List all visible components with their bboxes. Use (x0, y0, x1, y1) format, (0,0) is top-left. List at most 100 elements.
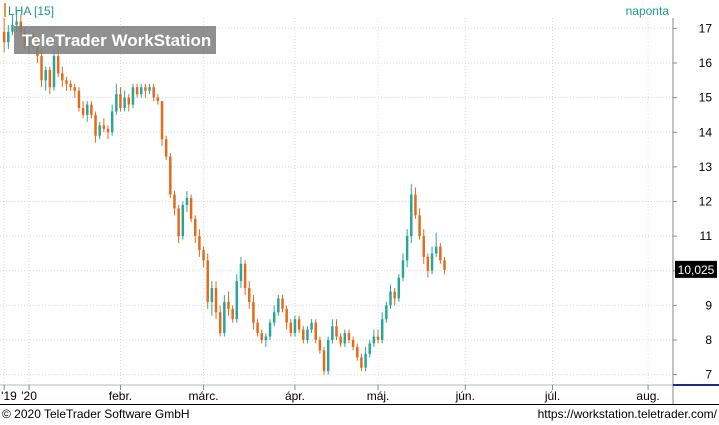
candle-body-down (61, 73, 64, 81)
candle-body-up (434, 246, 438, 254)
candle-body-down (339, 336, 342, 344)
candle-body-down (69, 83, 72, 88)
candle-body-down (422, 236, 425, 257)
candle-body-down (376, 336, 380, 340)
candle-body-down (106, 128, 110, 133)
candle-body-down (281, 298, 284, 309)
candle-body-down (214, 288, 218, 313)
x-tick-label: márc. (189, 389, 219, 403)
candle-body-down (285, 308, 288, 323)
candle-body-up (389, 291, 392, 306)
candle-body-down (260, 333, 263, 340)
candle-body-up (181, 204, 185, 237)
candle-body-down (351, 339, 355, 347)
candlestick-series (2, 11, 446, 375)
y-axis: 7891011121314151617 (673, 21, 713, 382)
candle-body-up (223, 301, 226, 334)
candle-body-down (2, 31, 6, 43)
candle-body-up (397, 277, 401, 299)
candle-body-down (231, 308, 234, 320)
candle-body-down (152, 87, 155, 98)
candle-body-down (127, 97, 131, 105)
candle-body-down (177, 208, 180, 237)
period-label[interactable]: naponta (626, 4, 670, 18)
candle-body-down (48, 69, 52, 88)
candle-body-down (73, 87, 77, 91)
footer-separator (0, 404, 719, 405)
symbol-label[interactable]: LHA [15] (8, 4, 54, 18)
candle-body-up (306, 329, 309, 340)
candle-body-up (326, 339, 330, 372)
candle-body-down (90, 104, 93, 115)
x-tick-label: '20 (21, 389, 37, 403)
candle-body-up (430, 253, 434, 271)
candle-body-up (364, 353, 367, 368)
candle-body-down (189, 198, 193, 219)
candle-body-up (293, 319, 297, 334)
gridlines (0, 18, 673, 385)
candle-body-up (405, 236, 409, 261)
x-tick-label: febr. (109, 389, 132, 403)
candle-body-down (393, 291, 396, 299)
candle-body-down (169, 156, 172, 195)
candle-body-down (302, 329, 305, 340)
candle-body-down (160, 101, 164, 140)
candle-body-up (368, 343, 371, 354)
candle-body-up (272, 312, 276, 323)
x-tick-label: júl. (544, 389, 560, 403)
last-price-badge: 10,025 (675, 260, 717, 278)
candle-body-up (110, 111, 114, 133)
candle-body-down (40, 56, 43, 81)
last-price-box (675, 260, 717, 278)
x-tick-label: jún. (455, 389, 475, 403)
candle-body-up (277, 298, 280, 313)
candle-body-down (56, 56, 60, 74)
x-axis: '19 '20 febr. márc. ápr. máj. jún. júl. aug. (1, 385, 660, 403)
candle-body-down (243, 263, 247, 289)
candle-body-up (148, 87, 151, 91)
candle-body-up (11, 24, 14, 32)
last-price-text: 10,025 (678, 263, 715, 277)
candle-body-down (318, 339, 322, 351)
candle-body-down (202, 249, 205, 261)
candle-body-down (206, 260, 209, 302)
candle-body-up (385, 305, 388, 320)
candle-body-up (264, 336, 268, 340)
candle-body-up (268, 322, 272, 337)
candle-body-down (102, 125, 106, 129)
candle-body-up (98, 125, 101, 136)
candle-body-down (135, 87, 139, 95)
candle-body-down (77, 90, 81, 109)
candle-body-down (94, 114, 97, 136)
candle-body-up (401, 260, 405, 278)
candle-body-up (115, 94, 118, 112)
candle-body-down (81, 108, 85, 115)
candle-body-down (356, 346, 359, 358)
y-tick-label: 17 (699, 21, 713, 35)
candle-body-up (15, 21, 18, 25)
candle-body-down (297, 319, 301, 330)
candle-body-down (314, 322, 317, 340)
candle-body-down (443, 260, 446, 270)
candle-body-up (131, 87, 135, 105)
candle-body-down (418, 215, 421, 237)
candle-body-down (360, 357, 363, 368)
candle-body-down (414, 194, 417, 216)
candle-body-down (198, 236, 201, 250)
candle-body-down (322, 350, 326, 372)
candle-body-down (252, 301, 255, 323)
candle-body-down (194, 218, 197, 237)
source-url[interactable]: https://workstation.teletrader.com/ (537, 407, 717, 421)
x-tick-label: máj. (367, 389, 390, 403)
candle-body-up (343, 333, 347, 344)
candle-body-down (289, 322, 293, 334)
y-tick-label: 7 (705, 368, 712, 382)
x-tick-label: aug. (636, 389, 659, 403)
x-tick-label: ápr. (285, 389, 305, 403)
candle-body-up (123, 97, 126, 109)
candle-body-down (119, 94, 122, 109)
candle-body-down (227, 301, 230, 309)
candle-body-up (235, 281, 239, 320)
